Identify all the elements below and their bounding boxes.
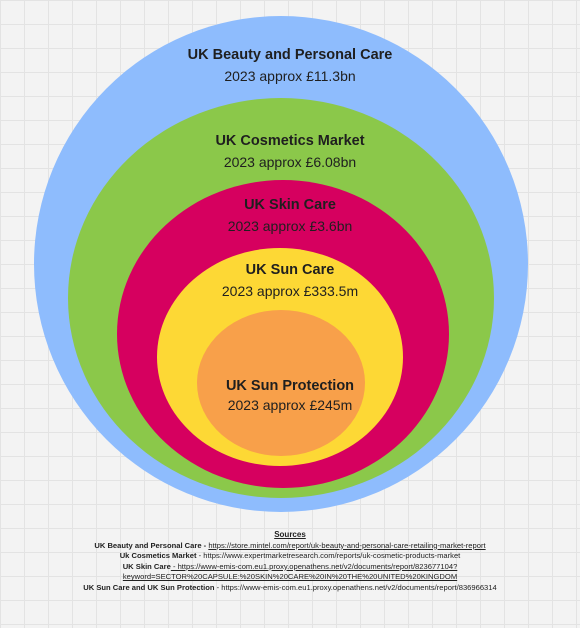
source-label: UK Skin Care (122, 561, 171, 571)
sources-block: Sources UK Beauty and Personal Care - ht… (0, 530, 580, 594)
cosmetics-value: 2023 approx £6.08bn (223, 154, 357, 170)
source-link-beauty[interactable]: https://store.mintel.com/report/uk-beaut… (208, 540, 486, 550)
source-line-sun: UK Sun Care and UK Sun Protection - http… (0, 583, 580, 594)
source-url-cosmetics[interactable]: - https://www.expertmarketresearch.com/r… (196, 551, 461, 561)
source-link-skin-care-cont[interactable]: keyword=SECTOR%20CAPSULE:%20SKIN%20CARE%… (122, 572, 458, 582)
sun-protection-value: 2023 approx £245m (227, 397, 353, 413)
source-line-skin-care-cont: keyword=SECTOR%20CAPSULE:%20SKIN%20CARE%… (0, 572, 580, 583)
sun-protection-title: UK Sun Protection (225, 378, 355, 394)
source-label: Uk Cosmetics Market (119, 551, 197, 561)
source-url-sun[interactable]: - https://www-emis-com.eu1.proxy.openath… (214, 582, 497, 592)
sources-heading: Sources (274, 530, 306, 539)
skin-care-value: 2023 approx £3.6bn (227, 218, 353, 234)
skin-care-title: UK Skin Care (244, 197, 336, 213)
sun-care-value: 2023 approx £333.5m (221, 283, 359, 299)
circle-sun-protection (197, 310, 365, 456)
source-line-beauty: UK Beauty and Personal Care - https://st… (0, 541, 580, 552)
source-label: UK Beauty and Personal Care - (94, 540, 209, 550)
cosmetics-title: UK Cosmetics Market (215, 133, 365, 149)
beauty-title: UK Beauty and Personal Care (187, 47, 393, 63)
beauty-value: 2023 approx £11.3bn (224, 68, 356, 84)
source-line-skin-care: UK Skin Care - https://www-emis-com.eu1.… (0, 562, 580, 573)
source-label: UK Sun Care and UK Sun Protection (83, 582, 215, 592)
source-link-skin-care[interactable]: - https://www-emis-com.eu1.proxy.openath… (170, 561, 458, 571)
sun-care-title: UK Sun Care (245, 262, 335, 278)
source-line-cosmetics: Uk Cosmetics Market - https://www.expert… (0, 551, 580, 562)
